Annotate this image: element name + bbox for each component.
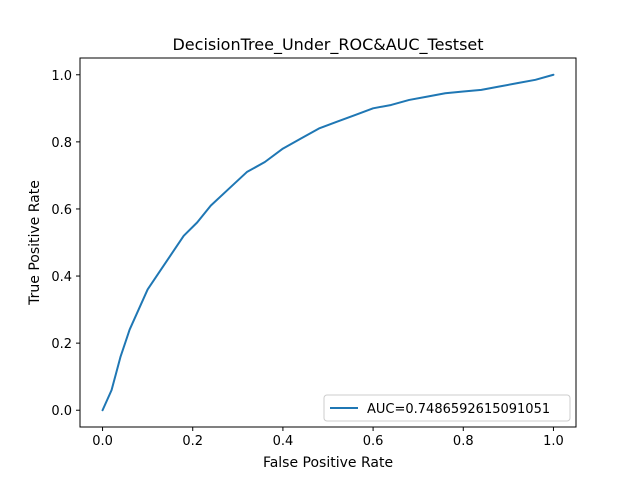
x-tick-label: 0.4 — [273, 434, 294, 449]
y-tick-label: 0.6 — [51, 203, 72, 218]
y-tick-label: 1.0 — [51, 69, 72, 84]
legend-entry: AUC=0.7486592615091051 — [367, 402, 550, 417]
y-tick-label: 0.4 — [51, 270, 72, 285]
y-axis-label: True Positive Rate — [27, 180, 43, 306]
x-tick-label: 0.8 — [453, 434, 474, 449]
x-tick-label: 0.0 — [92, 434, 113, 449]
x-axis-label: False Positive Rate — [263, 455, 393, 471]
y-tick-label: 0.0 — [51, 404, 72, 419]
plot-area — [101, 73, 555, 412]
y-tick-label: 0.8 — [51, 136, 72, 151]
y-axis: 0.0 0.2 0.4 0.6 0.8 1.0 — [51, 69, 80, 419]
x-axis: 0.0 0.2 0.4 0.6 0.8 1.0 — [92, 427, 564, 449]
legend-box — [323, 394, 571, 422]
chart-title: DecisionTree_Under_ROC&AUC_Testset — [172, 35, 483, 55]
legend: AUC=0.7486592615091051 — [323, 394, 571, 422]
x-tick-label: 0.6 — [363, 434, 384, 449]
y-tick-label: 0.2 — [51, 337, 72, 352]
x-tick-label: 0.2 — [182, 434, 203, 449]
axes-frame — [79, 57, 577, 428]
x-tick-label: 1.0 — [543, 434, 564, 449]
roc-curve-line — [101, 73, 555, 412]
